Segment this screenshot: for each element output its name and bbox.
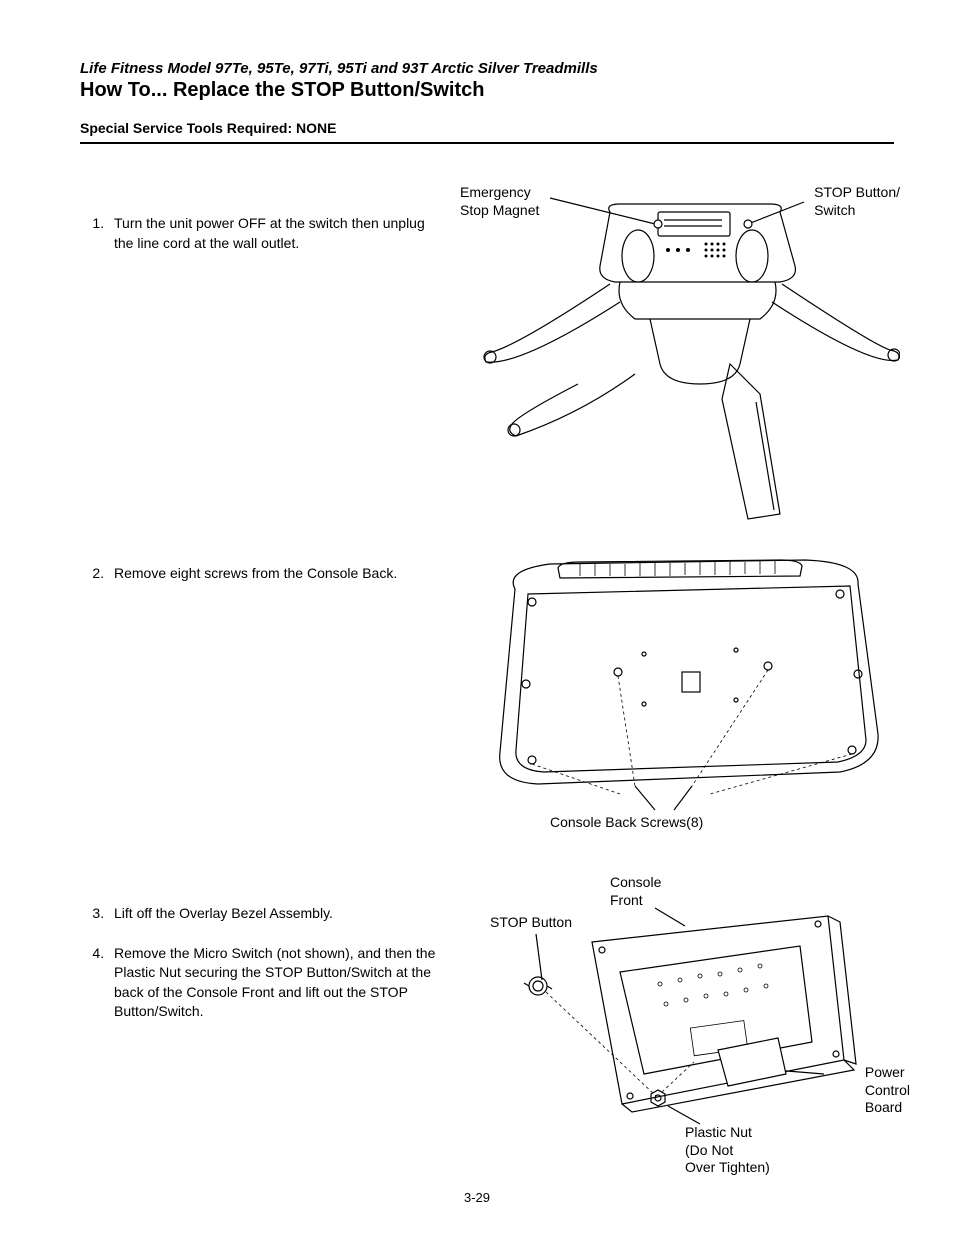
step-3: Lift off the Overlay Bezel Assembly. [108, 904, 440, 924]
figure-1-col: Emergency Stop Magnet STOP Button/ Switc… [460, 184, 900, 524]
figure-2: Console Back Screws(8) [460, 554, 900, 844]
header-subtitle: Life Fitness Model 97Te, 95Te, 97Ti, 95T… [80, 60, 894, 77]
figure-2-col: Console Back Screws(8) [460, 554, 900, 844]
step-4: Remove the Micro Switch (not shown), and… [108, 944, 440, 1022]
section-3: Lift off the Overlay Bezel Assembly. Rem… [80, 874, 894, 1194]
steps-col-3: Lift off the Overlay Bezel Assembly. Rem… [80, 874, 440, 1042]
tools-required-line: Special Service Tools Required: NONE [80, 120, 894, 144]
label-console-front: Console Front [610, 874, 661, 909]
label-stop-button-switch: STOP Button/ Switch [814, 184, 900, 219]
page-number: 3-29 [0, 1190, 954, 1205]
step-list-3: Lift off the Overlay Bezel Assembly. Rem… [80, 904, 440, 1022]
console-back-drawing [460, 554, 900, 814]
label-console-back-screws: Console Back Screws(8) [550, 814, 703, 832]
figure-1: Emergency Stop Magnet STOP Button/ Switc… [460, 184, 900, 524]
section-1: Turn the unit power OFF at the switch th… [80, 184, 894, 524]
step-list-1: Turn the unit power OFF at the switch th… [80, 214, 440, 253]
steps-col-1: Turn the unit power OFF at the switch th… [80, 184, 440, 273]
step-list-2: Remove eight screws from the Console Bac… [80, 564, 440, 584]
label-plastic-nut: Plastic Nut (Do Not Over Tighten) [685, 1124, 770, 1177]
label-power-control-board: Power Control Board [865, 1064, 910, 1117]
label-emergency-stop-magnet: Emergency Stop Magnet [460, 184, 539, 219]
step-1: Turn the unit power OFF at the switch th… [108, 214, 440, 253]
steps-col-2: Remove eight screws from the Console Bac… [80, 554, 440, 604]
page: Life Fitness Model 97Te, 95Te, 97Ti, 95T… [0, 0, 954, 1235]
treadmill-console-drawing [460, 184, 900, 524]
step-2: Remove eight screws from the Console Bac… [108, 564, 440, 584]
label-stop-button: STOP Button [490, 914, 572, 932]
header-title: How To... Replace the STOP Button/Switch [80, 79, 894, 102]
figure-3: Console Front STOP Button Power Control … [460, 874, 900, 1194]
figure-3-col: Console Front STOP Button Power Control … [460, 874, 900, 1194]
section-2: Remove eight screws from the Console Bac… [80, 554, 894, 844]
